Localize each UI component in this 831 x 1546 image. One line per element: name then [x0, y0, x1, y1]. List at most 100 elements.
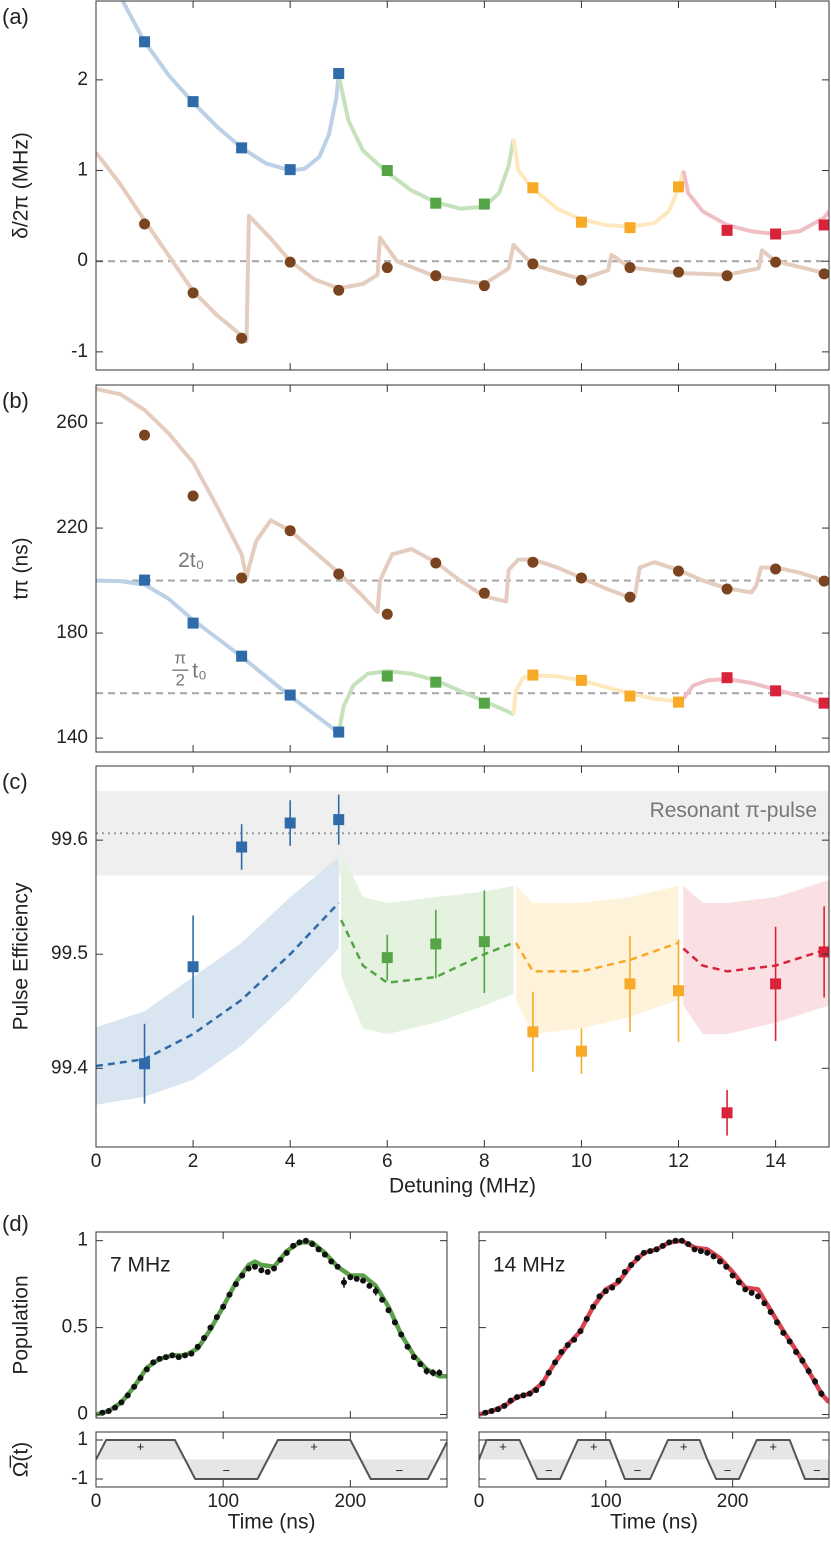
sign-label: −	[813, 1463, 821, 1478]
circle-marker	[381, 262, 393, 274]
circle-marker	[410, 1354, 417, 1361]
circle-marker	[277, 1256, 284, 1263]
y-tick-label: 99.5	[51, 943, 88, 964]
y-tick-label: -1	[71, 1468, 88, 1489]
square-marker	[333, 726, 345, 738]
circle-marker	[436, 1369, 443, 1376]
x-tick-label: 4	[285, 1151, 296, 1172]
reference-label: 2t₀	[178, 549, 204, 572]
circle-marker	[621, 1268, 628, 1275]
circle-marker	[640, 1249, 647, 1256]
circle-marker	[290, 1242, 297, 1249]
x-axis-label: Detuning (MHz)	[389, 1175, 536, 1198]
circle-marker	[653, 1246, 660, 1253]
circle-marker	[520, 1392, 527, 1399]
sign-label: +	[590, 1439, 598, 1454]
square-marker	[139, 1058, 151, 1070]
circle-marker	[258, 1267, 265, 1274]
circle-marker	[786, 1338, 793, 1345]
curve	[120, 1, 341, 173]
circle-marker	[672, 1237, 679, 1244]
y-tick-label: 99.4	[51, 1057, 88, 1078]
y-tick-label: 140	[56, 727, 88, 748]
y-tick-label: 1	[77, 1429, 88, 1450]
annotation: 14 MHz	[493, 1254, 565, 1277]
x-axis-label: Time (ns)	[228, 1511, 316, 1534]
x-tick-label: 8	[479, 1151, 490, 1172]
circle-marker	[818, 575, 829, 587]
square-marker	[236, 650, 248, 662]
circle-marker	[131, 1383, 138, 1390]
y-tick-label: 180	[56, 622, 88, 643]
x-tick-label: 100	[590, 1491, 622, 1512]
sign-label: −	[223, 1463, 231, 1478]
circle-marker	[187, 287, 199, 299]
circle-marker	[353, 1275, 360, 1282]
square-marker	[673, 181, 685, 193]
circle-marker	[729, 1272, 736, 1279]
curve	[96, 578, 340, 735]
frame	[95, 1431, 448, 1488]
circle-marker	[770, 563, 782, 575]
circle-marker	[112, 1404, 119, 1411]
circle-marker	[575, 274, 587, 286]
circle-marker	[780, 1329, 787, 1336]
circle-marker	[245, 1265, 252, 1272]
y-tick-label: 1	[77, 1230, 88, 1251]
circle-marker	[139, 429, 151, 441]
circle-marker	[207, 1324, 214, 1331]
circle-marker	[685, 1241, 692, 1248]
circle-marker	[596, 1293, 603, 1300]
circle-marker	[347, 1274, 354, 1281]
y-tick-label: 99.6	[51, 829, 88, 850]
circle-marker	[615, 1277, 622, 1284]
y-axis-label: Population	[10, 1275, 33, 1374]
square-marker	[721, 224, 733, 236]
circle-marker	[315, 1246, 322, 1253]
circle-marker	[704, 1249, 711, 1256]
circle-marker	[514, 1394, 521, 1401]
circle-marker	[527, 556, 539, 568]
sign-label: −	[724, 1463, 732, 1478]
circle-marker	[430, 557, 442, 569]
circle-marker	[150, 1359, 157, 1366]
sign-label: −	[396, 1463, 404, 1478]
circle-marker	[124, 1392, 131, 1399]
frame	[95, 0, 830, 371]
y-axis-label: δ/2π (MHz)	[10, 132, 33, 239]
circle-marker	[818, 268, 829, 280]
circle-marker	[624, 262, 636, 274]
circle-marker	[118, 1399, 125, 1406]
x-tick-label: 100	[207, 1491, 239, 1512]
circle-marker	[723, 1263, 730, 1270]
circle-marker	[284, 525, 296, 537]
circle-marker	[609, 1284, 616, 1291]
circle-marker	[379, 1296, 386, 1303]
circle-marker	[564, 1341, 571, 1348]
circle-marker	[309, 1241, 316, 1248]
curve	[681, 170, 829, 237]
circle-marker	[575, 572, 587, 584]
circle-marker	[213, 1314, 220, 1321]
frame	[95, 765, 830, 1148]
sign-label: +	[499, 1439, 507, 1454]
square-marker	[770, 978, 782, 990]
circle-marker	[366, 1282, 373, 1289]
circle-marker	[710, 1253, 717, 1260]
y-tick-label: 2	[77, 69, 88, 90]
circle-marker	[239, 1272, 246, 1279]
circle-marker	[321, 1251, 328, 1258]
square-marker	[624, 690, 636, 702]
circle-marker	[169, 1352, 176, 1359]
curve	[514, 941, 679, 973]
plot-area	[96, 791, 829, 1136]
circle-marker	[372, 1288, 379, 1295]
x-tick-label: 6	[382, 1151, 393, 1172]
circle-marker	[333, 568, 345, 580]
circle-marker	[201, 1335, 208, 1342]
circle-marker	[590, 1303, 597, 1310]
circle-marker	[754, 1293, 761, 1300]
circle-marker	[673, 266, 685, 278]
x-tick-label: 0	[474, 1491, 485, 1512]
circle-marker	[583, 1315, 590, 1322]
